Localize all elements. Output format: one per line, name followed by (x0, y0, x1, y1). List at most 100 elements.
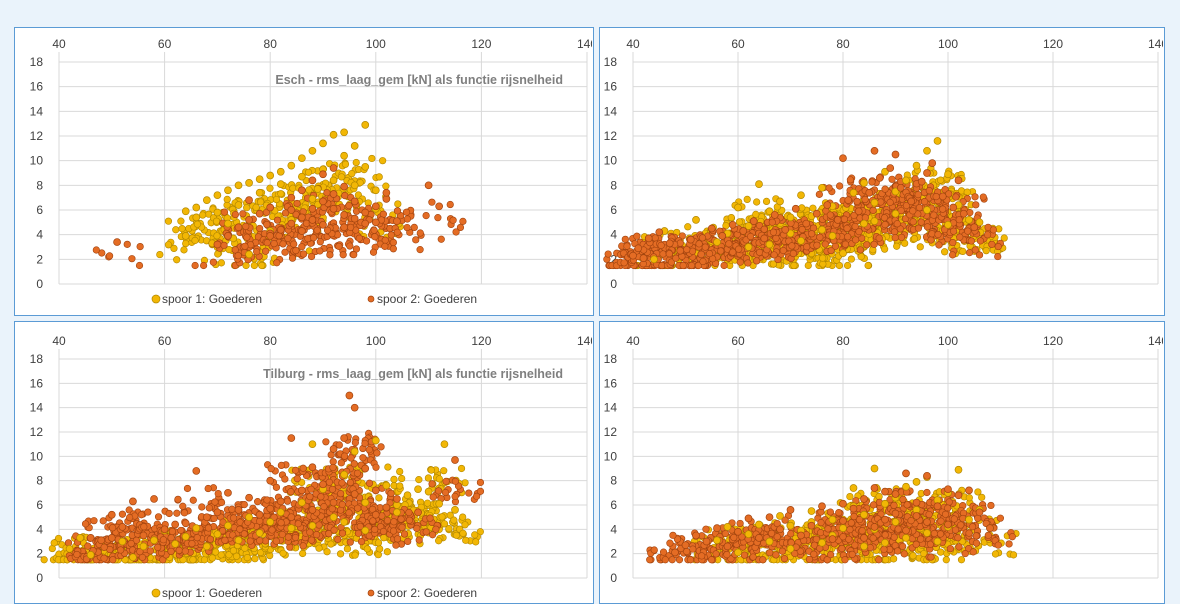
scatter-point-spoor-2 (954, 176, 963, 185)
scatter-point-spoor-2 (644, 234, 653, 243)
scatter-point-spoor-2 (340, 182, 348, 191)
scatter-point-cloud (753, 198, 761, 206)
scatter-point-cloud (351, 551, 359, 559)
scatter-point-spoor-2 (350, 403, 359, 412)
scatter-point-cloud (476, 487, 485, 495)
scatter-point-cloud (126, 513, 134, 522)
scatter-point-spoor-2 (629, 251, 637, 260)
scatter-point-cloud (923, 223, 932, 231)
scatter-point-cloud (177, 217, 185, 225)
scatter-point-cloud (206, 535, 214, 543)
scatter-point-cloud (914, 191, 922, 199)
scatter-point-cloud (769, 228, 778, 236)
scatter-point-cloud (972, 201, 980, 209)
scatter-point-spoor-1 (224, 219, 232, 228)
scatter-point-spoor-1 (308, 195, 317, 203)
scatter-point-spoor-2 (371, 486, 380, 495)
scatter-point-spoor-1 (255, 175, 264, 184)
scatter-point-cloud (452, 228, 460, 236)
y-tick-label: 0 (36, 277, 43, 291)
scatter-point-cloud (250, 261, 258, 270)
scatter-point-cloud (50, 539, 58, 547)
scatter-point-spoor-1 (245, 513, 253, 522)
scatter-point-spoor-1 (912, 161, 921, 170)
scatter-point-cloud (266, 184, 274, 192)
scatter-point-cloud (346, 242, 354, 250)
scatter-point-cloud (214, 489, 222, 498)
scatter-point-spoor-1 (298, 154, 306, 163)
scatter-point-cloud (164, 217, 173, 225)
scatter-point-spoor-1 (692, 216, 700, 224)
scatter-point-cloud (205, 504, 213, 512)
scatter-point-cloud (415, 536, 423, 544)
scatter-point-cloud (850, 211, 858, 219)
scatter-point-spoor-2 (255, 209, 264, 218)
scatter-point-cloud (762, 197, 771, 206)
scatter-point-cloud (179, 556, 187, 564)
scatter-point-cloud (428, 198, 436, 206)
scatter-point-cloud (353, 469, 362, 477)
y-tick-label: 4 (610, 228, 617, 242)
scatter-point-spoor-2 (329, 204, 338, 213)
scatter-point-cloud (256, 517, 264, 525)
scatter-point-cloud (949, 227, 958, 235)
x-tick-label: 80 (264, 334, 278, 348)
scatter-point-spoor-2 (676, 246, 685, 255)
scatter-point-cloud (971, 193, 979, 201)
scatter-point-cloud (888, 175, 896, 183)
scatter-point-cloud (402, 208, 411, 216)
scatter-point-spoor-1 (776, 197, 784, 206)
scatter-point-cloud (868, 178, 876, 186)
scatter-point-cloud (387, 489, 395, 498)
scatter-point-cloud (123, 240, 131, 248)
y-tick-label: 14 (604, 401, 618, 415)
scatter-point-cloud (218, 527, 227, 535)
scatter-point-cloud (312, 530, 321, 539)
scatter-point-cloud (424, 474, 432, 482)
scatter-point-cloud (1000, 234, 1008, 242)
scatter-point-cloud (167, 547, 175, 556)
scatter-point-cloud (459, 217, 467, 225)
scatter-point-spoor-2 (812, 209, 821, 218)
scatter-point-cloud (381, 242, 389, 250)
scatter-point-cloud (982, 247, 990, 255)
scatter-point-spoor-2 (234, 223, 243, 232)
scatter-point-cloud (234, 252, 242, 260)
scatter-point-spoor-2 (770, 211, 779, 219)
scatter-point-cloud (239, 210, 247, 218)
scatter-point-cloud (769, 260, 777, 268)
scatter-point-cloud (336, 550, 345, 558)
scatter-point-cloud (341, 160, 350, 168)
scatter-point-cloud (299, 250, 308, 258)
scatter-point-spoor-1 (797, 191, 805, 200)
scatter-point-spoor-2 (118, 523, 127, 531)
scatter-point-cloud (223, 195, 231, 204)
scatter-point-cloud (183, 484, 192, 493)
y-tick-label: 8 (610, 474, 617, 488)
scatter-point-cloud (930, 211, 938, 219)
scatter-point-spoor-2 (350, 197, 359, 206)
scatter-point-cloud (390, 475, 398, 483)
scatter-point-spoor-1 (849, 188, 858, 197)
scatter-point-spoor-1 (298, 498, 306, 507)
scatter-point-cloud (220, 241, 228, 249)
scatter-point-cloud (90, 517, 98, 525)
scatter-point-cloud (363, 545, 371, 553)
x-tick-label: 80 (836, 37, 850, 51)
scatter-point-spoor-1 (213, 208, 222, 217)
scatter-point-cloud (699, 257, 707, 266)
scatter-point-cloud (279, 240, 287, 248)
scatter-point-spoor-2 (393, 495, 401, 503)
scatter-point-cloud (965, 494, 973, 502)
scatter-point-cloud (154, 513, 163, 521)
scatter-point-cloud (390, 518, 398, 526)
x-tick-label: 80 (836, 334, 850, 348)
scatter-point-spoor-2 (308, 204, 317, 213)
scatter-point-cloud (335, 242, 343, 250)
scatter-point-spoor-2 (287, 513, 296, 522)
scatter-point-cloud (361, 439, 369, 448)
scatter-point-cloud (352, 158, 360, 167)
scatter-point-cloud (400, 530, 409, 538)
scatter-point-spoor-2 (928, 159, 937, 167)
scatter-point-cloud (323, 548, 331, 556)
